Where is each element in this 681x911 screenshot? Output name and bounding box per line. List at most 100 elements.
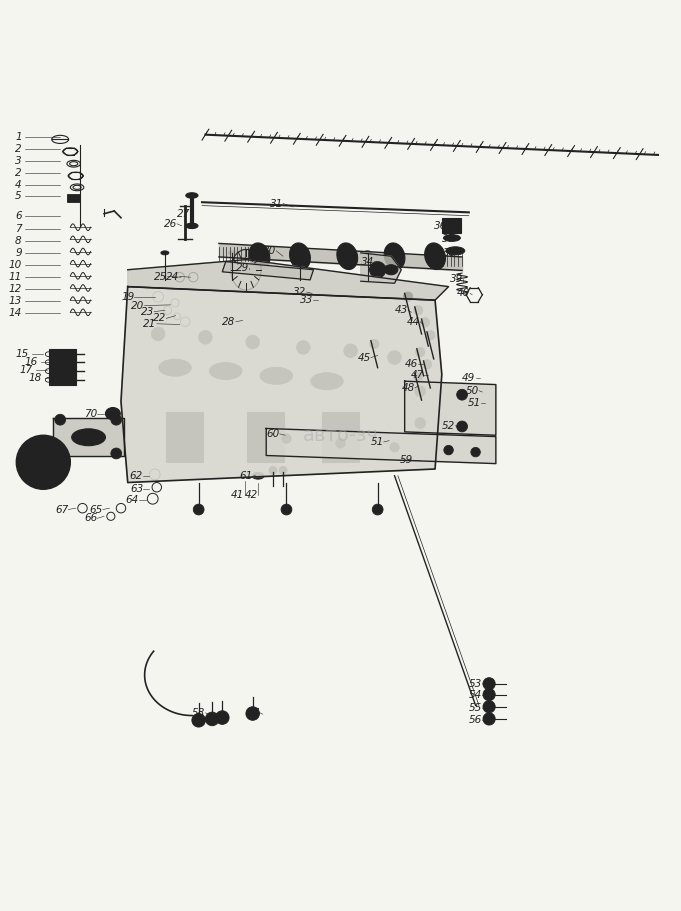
Text: 48: 48 xyxy=(401,383,415,393)
Circle shape xyxy=(420,318,430,327)
Circle shape xyxy=(199,331,212,344)
Text: 30: 30 xyxy=(263,246,276,256)
Text: 26: 26 xyxy=(163,219,177,229)
Bar xyxy=(326,415,355,458)
Polygon shape xyxy=(121,287,442,483)
Text: 22: 22 xyxy=(153,313,166,323)
Bar xyxy=(170,415,200,458)
Bar xyxy=(251,415,281,458)
Text: 65: 65 xyxy=(89,505,103,515)
Circle shape xyxy=(413,305,423,315)
Text: 20: 20 xyxy=(131,301,144,311)
Circle shape xyxy=(111,415,122,425)
Text: 1: 1 xyxy=(15,132,22,142)
Circle shape xyxy=(483,712,495,725)
Ellipse shape xyxy=(72,429,106,445)
Text: 34: 34 xyxy=(361,257,374,267)
Polygon shape xyxy=(128,260,449,300)
Text: 12: 12 xyxy=(8,283,22,293)
Ellipse shape xyxy=(425,243,445,270)
Circle shape xyxy=(344,344,358,357)
Ellipse shape xyxy=(260,367,293,384)
Bar xyxy=(247,412,285,462)
Circle shape xyxy=(111,448,122,459)
Ellipse shape xyxy=(159,359,191,376)
Text: 2: 2 xyxy=(15,169,22,179)
Polygon shape xyxy=(266,428,496,464)
Text: 3: 3 xyxy=(15,156,22,166)
Text: 29: 29 xyxy=(236,262,249,272)
Text: 57: 57 xyxy=(247,708,260,718)
Circle shape xyxy=(457,389,467,400)
Polygon shape xyxy=(222,261,313,280)
Circle shape xyxy=(279,466,287,475)
Text: 5: 5 xyxy=(15,191,22,201)
Text: 63: 63 xyxy=(130,484,143,494)
Polygon shape xyxy=(405,381,496,435)
Text: 27: 27 xyxy=(177,209,191,219)
Text: 66: 66 xyxy=(84,513,97,523)
Bar xyxy=(166,412,204,462)
Circle shape xyxy=(483,678,495,690)
Text: 9: 9 xyxy=(15,248,22,258)
Text: 33: 33 xyxy=(300,295,313,305)
Circle shape xyxy=(415,417,426,428)
Text: 6: 6 xyxy=(15,211,22,221)
Bar xyxy=(49,374,76,385)
Circle shape xyxy=(37,456,50,469)
Ellipse shape xyxy=(315,375,339,387)
Text: 35: 35 xyxy=(373,266,386,276)
Text: 68: 68 xyxy=(23,456,36,466)
Polygon shape xyxy=(53,418,125,456)
Ellipse shape xyxy=(210,363,242,380)
Circle shape xyxy=(193,504,204,515)
Ellipse shape xyxy=(106,407,121,420)
Polygon shape xyxy=(361,253,401,283)
Text: 41: 41 xyxy=(232,490,244,499)
Text: 58: 58 xyxy=(192,708,205,718)
Text: 44: 44 xyxy=(407,317,420,327)
Circle shape xyxy=(413,372,423,381)
Text: 23: 23 xyxy=(141,307,154,317)
Ellipse shape xyxy=(228,251,236,255)
Bar xyxy=(442,218,461,232)
Circle shape xyxy=(457,421,467,432)
Circle shape xyxy=(16,435,70,489)
Bar xyxy=(67,194,80,202)
Circle shape xyxy=(422,360,432,369)
Circle shape xyxy=(216,711,229,724)
Circle shape xyxy=(415,347,425,357)
Text: 28: 28 xyxy=(223,317,236,327)
Text: 24: 24 xyxy=(166,271,180,281)
Ellipse shape xyxy=(161,251,169,255)
Bar xyxy=(321,412,359,462)
Text: 52: 52 xyxy=(442,421,455,431)
Bar xyxy=(49,365,76,376)
Text: 46: 46 xyxy=(405,359,418,369)
Text: авто-зч: авто-зч xyxy=(302,425,379,445)
Circle shape xyxy=(282,434,291,444)
Text: 31: 31 xyxy=(270,199,283,209)
Text: 19: 19 xyxy=(121,292,134,302)
Text: 39: 39 xyxy=(450,273,463,283)
Text: 18: 18 xyxy=(29,374,42,384)
Circle shape xyxy=(373,504,383,515)
Text: 40: 40 xyxy=(457,289,470,299)
Ellipse shape xyxy=(337,243,358,270)
Ellipse shape xyxy=(311,373,343,390)
Text: 32: 32 xyxy=(294,287,306,297)
Circle shape xyxy=(54,415,65,425)
Text: 14: 14 xyxy=(8,308,22,318)
Text: 45: 45 xyxy=(358,353,370,363)
Circle shape xyxy=(27,445,60,479)
Ellipse shape xyxy=(446,247,464,255)
Text: 64: 64 xyxy=(126,495,139,505)
Circle shape xyxy=(415,386,426,396)
Circle shape xyxy=(387,351,401,364)
Text: 62: 62 xyxy=(129,471,142,481)
Circle shape xyxy=(370,261,385,278)
Circle shape xyxy=(483,701,495,712)
Text: 67: 67 xyxy=(55,505,68,515)
Circle shape xyxy=(246,707,259,721)
Ellipse shape xyxy=(186,223,198,229)
